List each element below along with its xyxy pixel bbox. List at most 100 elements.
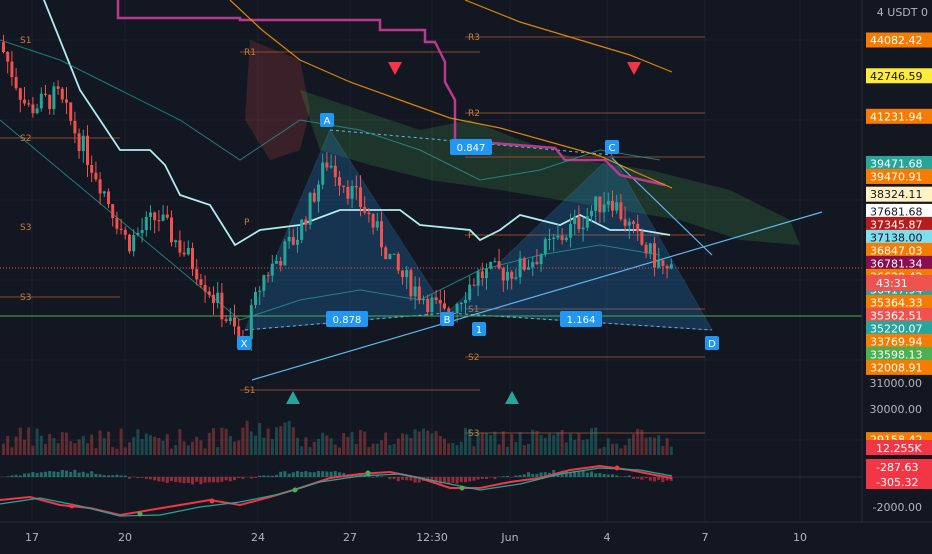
volume-bar bbox=[86, 443, 89, 455]
svg-text:1: 1 bbox=[476, 325, 482, 336]
volume-bar bbox=[300, 446, 303, 455]
volume-bar bbox=[220, 428, 223, 455]
macd-bar bbox=[216, 477, 219, 482]
time-tick: 24 bbox=[251, 531, 265, 544]
macd-bar bbox=[288, 474, 291, 477]
volume-bar bbox=[136, 429, 139, 455]
svg-text:37681.68: 37681.68 bbox=[870, 205, 923, 218]
volume-bar bbox=[246, 421, 249, 455]
volume-bar bbox=[325, 435, 328, 455]
volume-bar bbox=[162, 441, 165, 455]
macd-bar bbox=[136, 477, 139, 478]
volume-bar bbox=[645, 438, 648, 455]
price-tag: 39470.91 bbox=[866, 169, 932, 184]
macd-bar bbox=[103, 475, 106, 477]
volume-bar bbox=[78, 439, 81, 455]
macd-bar bbox=[99, 474, 102, 477]
macd-bar bbox=[472, 477, 475, 481]
macd-bar bbox=[493, 477, 496, 479]
svg-text:42746.59: 42746.59 bbox=[870, 70, 923, 83]
volume-bar bbox=[481, 432, 484, 455]
macd-bar bbox=[262, 475, 265, 477]
volume-bar bbox=[607, 438, 610, 455]
pivot-label: S2 bbox=[20, 134, 31, 144]
svg-text:37345.87: 37345.87 bbox=[870, 218, 923, 231]
volume-bar bbox=[586, 439, 589, 455]
macd-bar bbox=[27, 473, 30, 477]
macd-bar bbox=[519, 475, 522, 477]
macd-bar bbox=[657, 477, 660, 480]
volume-bar bbox=[313, 442, 316, 455]
volume-bar bbox=[296, 438, 299, 455]
volume-bar bbox=[485, 433, 488, 455]
volume-bar bbox=[443, 439, 446, 455]
volume-bar bbox=[208, 433, 211, 455]
volume-bar bbox=[376, 444, 379, 455]
volume-bar bbox=[594, 428, 597, 455]
volume-bar bbox=[124, 447, 127, 455]
candle bbox=[309, 192, 312, 230]
macd-bar bbox=[304, 471, 307, 477]
price-tag: 37681.68 bbox=[866, 204, 932, 219]
volume-bar bbox=[321, 433, 324, 455]
macd-bar bbox=[90, 471, 93, 477]
countdown-label: 43:31 bbox=[876, 277, 908, 290]
macd-bar bbox=[183, 477, 186, 483]
price-tag: 44082.42 bbox=[866, 33, 932, 48]
volume-bar bbox=[141, 439, 144, 455]
volume-bar bbox=[464, 428, 467, 455]
volume-bar bbox=[498, 444, 501, 455]
macd-bar bbox=[120, 475, 123, 477]
volume-bar bbox=[447, 443, 450, 455]
macd-bar bbox=[267, 476, 270, 477]
price-tick: 31000.00 bbox=[870, 377, 923, 390]
volume-bar bbox=[561, 430, 564, 455]
volume-bar bbox=[544, 438, 547, 455]
candle bbox=[523, 257, 526, 272]
macd-bar bbox=[111, 475, 114, 477]
ratio-label: 0.878 bbox=[333, 315, 362, 326]
volume-bar bbox=[422, 429, 425, 455]
macd-bar bbox=[57, 472, 60, 477]
volume-bar bbox=[548, 434, 551, 455]
volume-bar bbox=[615, 444, 618, 455]
macd-bar bbox=[254, 477, 257, 478]
volume-bar bbox=[582, 440, 585, 455]
price-tag: 39471.68 bbox=[866, 156, 932, 171]
macd-bar bbox=[199, 477, 202, 484]
svg-text:C: C bbox=[609, 143, 616, 154]
volume-bar bbox=[145, 434, 148, 455]
macd-bar bbox=[191, 477, 194, 484]
macd-bar bbox=[6, 476, 9, 477]
volume-bar bbox=[267, 428, 270, 455]
macd-bar bbox=[611, 474, 614, 477]
macd-bar bbox=[78, 473, 81, 477]
macd-bar bbox=[636, 477, 639, 479]
macd-bar bbox=[162, 477, 165, 482]
volume-bar bbox=[351, 432, 354, 455]
price-tag: 35364.33 bbox=[866, 295, 932, 310]
volume-bar bbox=[153, 437, 156, 455]
macd-bar bbox=[603, 474, 606, 477]
svg-text:D: D bbox=[708, 339, 716, 350]
price-tick: 30000.00 bbox=[870, 403, 923, 416]
volume-bar bbox=[107, 432, 110, 455]
candle bbox=[300, 219, 303, 243]
macd-bar bbox=[208, 477, 211, 482]
volume-bar bbox=[317, 439, 320, 455]
currency-label: 4 USDT 0 bbox=[877, 6, 928, 19]
volume-bar bbox=[468, 429, 471, 455]
volume-bar bbox=[65, 433, 68, 455]
time-tick: Jun bbox=[500, 531, 518, 544]
price-tag: 38324.11 bbox=[866, 187, 932, 202]
macd-bar bbox=[582, 471, 585, 477]
pivot-label: R1 bbox=[244, 48, 256, 58]
volume-bar bbox=[489, 435, 492, 455]
svg-text:A: A bbox=[324, 116, 331, 127]
macd-bar bbox=[31, 472, 34, 477]
svg-text:35362.51: 35362.51 bbox=[870, 309, 923, 322]
volume-bar bbox=[590, 428, 593, 455]
macd-bar bbox=[94, 474, 97, 477]
macd-bar bbox=[61, 470, 64, 477]
